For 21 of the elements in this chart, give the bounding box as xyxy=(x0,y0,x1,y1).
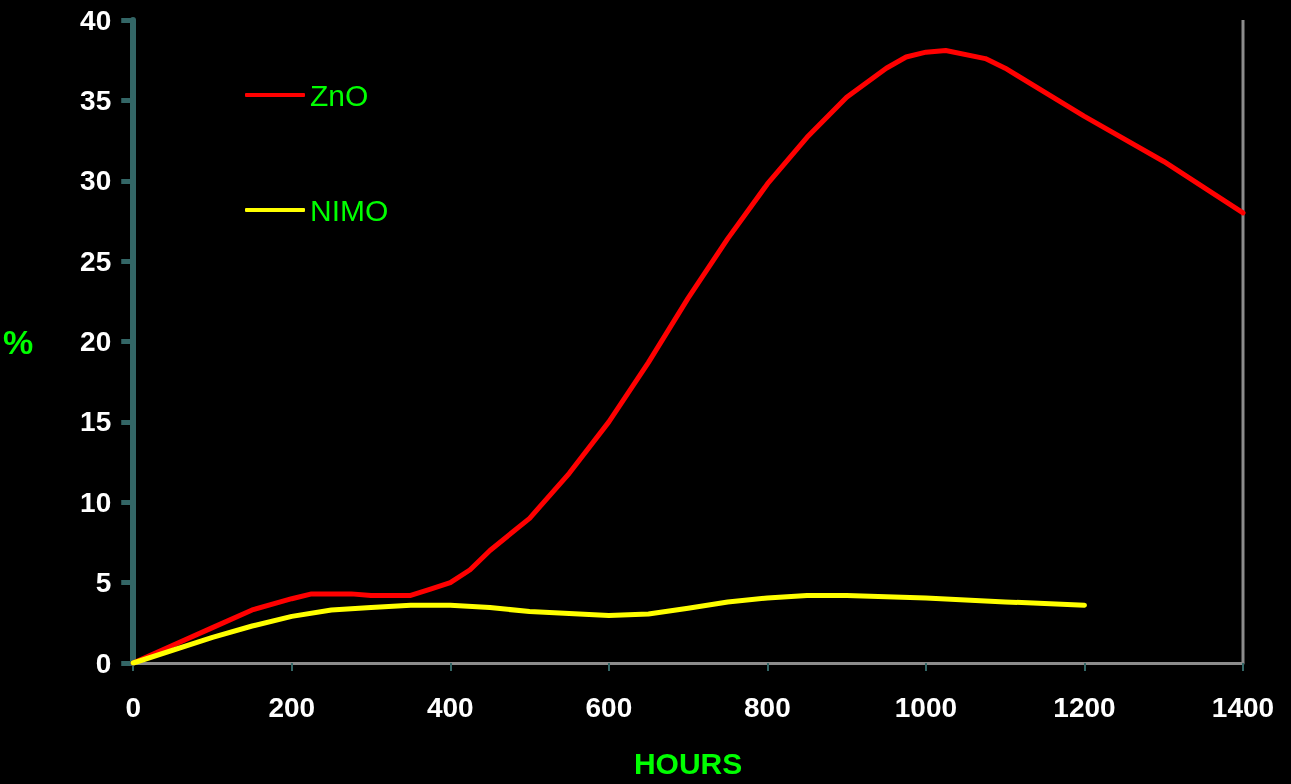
y-tick-label: 25 xyxy=(80,245,112,277)
x-tick-label: 1400 xyxy=(1211,691,1275,723)
legend-label: ZnO xyxy=(310,78,369,112)
y-tick-label: 40 xyxy=(80,4,112,36)
x-tick-label: 0 xyxy=(125,691,142,723)
x-tick-label: 800 xyxy=(744,691,791,723)
legend-label: NIMO xyxy=(310,193,389,227)
x-tick-label: 1000 xyxy=(894,691,958,723)
y-tick-label: 5 xyxy=(95,567,112,599)
y-tick-label: 15 xyxy=(80,406,112,438)
x-tick-label: 200 xyxy=(268,691,316,723)
y-tick-label: 35 xyxy=(80,84,112,116)
y-tick-label: 20 xyxy=(80,326,112,357)
y-tick-label: 0 xyxy=(95,647,112,679)
x-tick-label: 600 xyxy=(585,691,633,723)
x-tick-label: 1200 xyxy=(1053,691,1116,723)
x-tick-label: 400 xyxy=(426,691,474,723)
y-tick-label: 30 xyxy=(80,165,112,197)
y-tick-label: 10 xyxy=(80,486,112,518)
y-axis-title: % xyxy=(3,322,34,361)
x-axis-title: HOURS xyxy=(633,746,743,780)
